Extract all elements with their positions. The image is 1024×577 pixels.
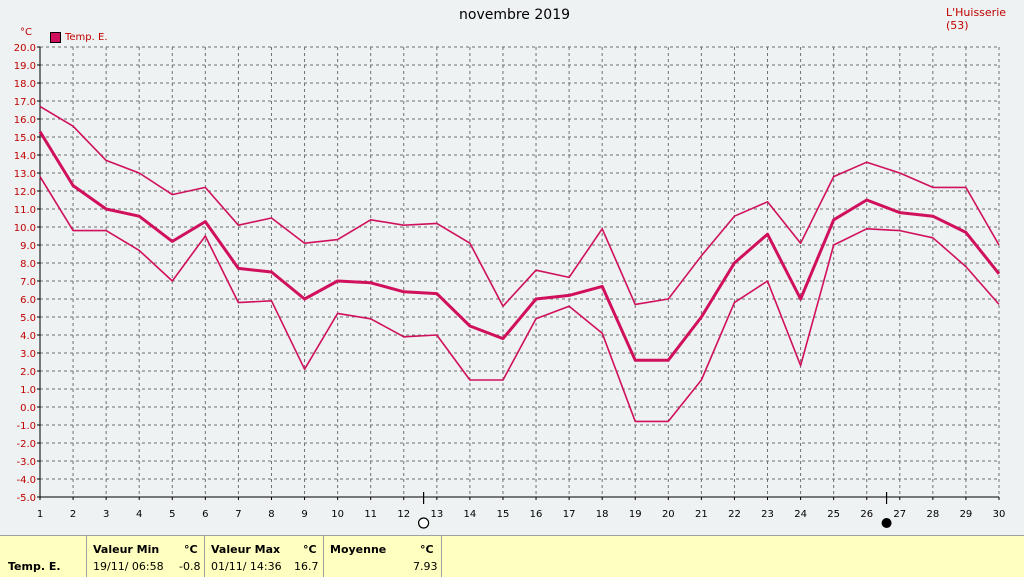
x-tick-label: 16 — [530, 509, 543, 520]
y-tick-label: 15.0 — [14, 133, 36, 144]
x-tick-label: 26 — [860, 509, 873, 520]
x-tick-label: 20 — [662, 509, 675, 520]
y-tick-label: 9.0 — [20, 241, 36, 252]
avg-unit: °C — [420, 543, 434, 556]
plot-area — [40, 47, 999, 497]
x-tick-label: 7 — [235, 509, 241, 520]
x-tick-label: 30 — [993, 509, 1006, 520]
legend-label: Temp. E. — [65, 32, 108, 43]
series-line — [39, 105, 1000, 308]
y-tick-label: 13.0 — [14, 169, 36, 180]
x-tick-label: 14 — [464, 509, 477, 520]
max-date: 01/11/ 14:36 — [211, 560, 282, 573]
y-tick-label: 5.0 — [20, 313, 36, 324]
y-tick-label: 1.0 — [20, 385, 36, 396]
x-tick-label: 8 — [268, 509, 274, 520]
series-line — [38, 130, 1001, 362]
chart: 20.019.018.017.016.015.014.013.012.011.0… — [14, 43, 1006, 529]
y-tick-label: 0.0 — [20, 403, 36, 414]
x-tick-label: 25 — [827, 509, 840, 520]
location-label: L'Huisserie (53) — [946, 6, 1007, 32]
x-tick-label: 1 — [37, 509, 43, 520]
x-tick-label: 5 — [169, 509, 175, 520]
x-tick-label: 19 — [629, 509, 642, 520]
chart-title: novembre 2019 — [459, 7, 571, 23]
x-tick-label: 10 — [331, 509, 344, 520]
x-tick-label: 15 — [497, 509, 510, 520]
y-tick-label: 17.0 — [14, 97, 36, 108]
y-tick-label: -1.0 — [16, 421, 36, 432]
footer-label-cell: Temp. E. — [0, 536, 87, 577]
min-date: 19/11/ 06:58 — [93, 560, 164, 573]
x-tick-label: 22 — [728, 509, 741, 520]
avg-value: 7.93 — [413, 560, 438, 573]
min-unit: °C — [184, 543, 198, 556]
x-tick-label: 9 — [301, 509, 307, 520]
x-tick-label: 24 — [794, 509, 807, 520]
x-tick-label: 6 — [202, 509, 208, 520]
x-tick-label: 21 — [695, 509, 708, 520]
min-header: Valeur Min — [93, 543, 160, 556]
y-tick-label: 18.0 — [14, 79, 36, 90]
avg-header: Moyenne — [330, 543, 387, 556]
max-value: 16.7 — [294, 560, 319, 573]
x-tick-label: 13 — [430, 509, 443, 520]
max-cell: Valeur Max °C 01/11/ 14:36 16.7 — [205, 536, 324, 577]
y-tick-label: 4.0 — [20, 331, 36, 342]
y-tick-label: 19.0 — [14, 61, 36, 72]
y-tick-label: 14.0 — [14, 151, 36, 162]
min-value: -0.8 — [179, 560, 201, 573]
y-tick-label: -3.0 — [16, 457, 36, 468]
footer-row-label: Temp. E. — [8, 560, 61, 573]
avg-cell: Moyenne °C 7.93 — [324, 536, 442, 577]
new-moon-icon — [881, 518, 892, 528]
x-tick-label: 29 — [960, 509, 973, 520]
series-line — [39, 176, 1000, 423]
y-tick-label: -5.0 — [16, 493, 36, 504]
y-tick-label: 8.0 — [20, 259, 36, 270]
moon-phase-icon — [418, 517, 430, 529]
x-tick-label: 12 — [397, 509, 410, 520]
y-tick-label: 11.0 — [14, 205, 36, 216]
y-tick-label: 10.0 — [14, 223, 36, 234]
x-tick-label: 11 — [364, 509, 377, 520]
legend-swatch — [50, 32, 61, 43]
x-tick-label: 18 — [596, 509, 609, 520]
y-tick-label: 6.0 — [20, 295, 36, 306]
y-tick-label: -2.0 — [16, 439, 36, 450]
x-tick-label: 27 — [893, 509, 906, 520]
x-tick-label: 3 — [103, 509, 109, 520]
max-unit: °C — [303, 543, 317, 556]
max-header: Valeur Max — [211, 543, 281, 556]
legend: Temp. E. — [50, 32, 108, 43]
min-cell: Valeur Min °C 19/11/ 06:58 -0.8 — [87, 536, 205, 577]
y-axis-unit: °C — [20, 27, 32, 38]
stats-footer: Temp. E. Valeur Min °C 19/11/ 06:58 -0.8… — [0, 535, 1024, 577]
x-tick-label: 28 — [926, 509, 939, 520]
y-tick-label: -4.0 — [16, 475, 36, 486]
y-tick-label: 3.0 — [20, 349, 36, 360]
x-tick-label: 23 — [761, 509, 774, 520]
y-tick-label: 7.0 — [20, 277, 36, 288]
y-tick-label: 2.0 — [20, 367, 36, 378]
y-tick-label: 20.0 — [14, 43, 36, 54]
y-tick-label: 16.0 — [14, 115, 36, 126]
x-tick-label: 17 — [563, 509, 576, 520]
y-tick-label: 12.0 — [14, 187, 36, 198]
x-tick-label: 2 — [70, 509, 76, 520]
x-tick-label: 4 — [136, 509, 142, 520]
